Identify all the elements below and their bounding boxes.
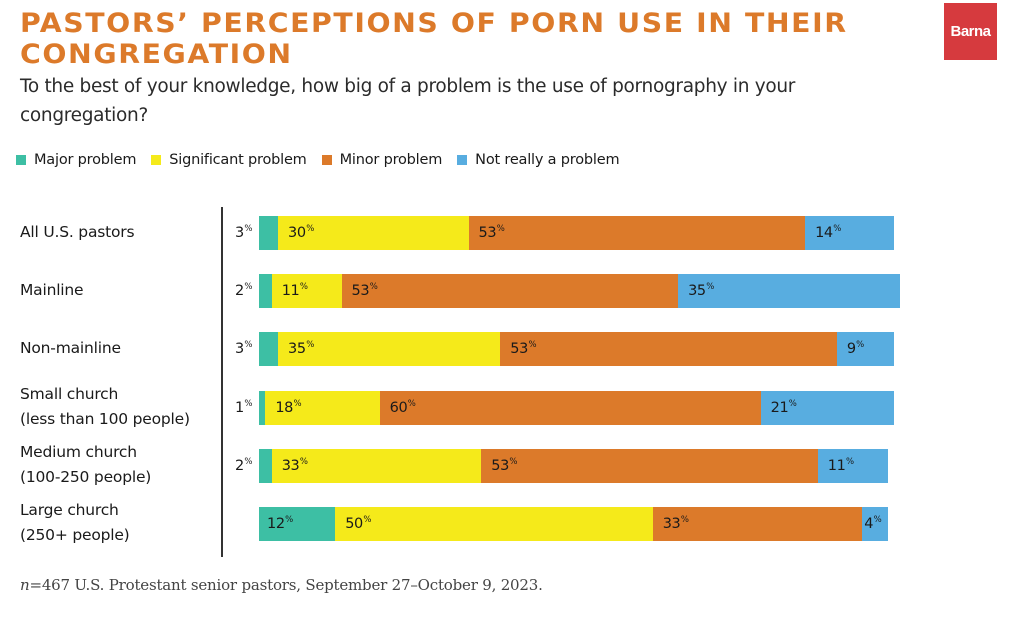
value-label: 14% — [815, 224, 841, 241]
legend-item: Not really a problem — [457, 152, 620, 168]
barna-logo: Barna — [944, 3, 997, 60]
bar-segment — [259, 332, 279, 367]
category-label-line: Large church — [20, 501, 119, 519]
value-label: 11% — [827, 456, 854, 474]
category-label: Medium church (100-250 people) — [20, 440, 151, 490]
legend-swatch — [16, 155, 26, 165]
bar-segment — [341, 274, 679, 309]
legend-label: Significant problem — [169, 152, 307, 168]
chart-title: PASTORS’ PERCEPTIONS OF PORN USE IN THEI… — [20, 8, 848, 70]
bar-segment — [278, 216, 469, 250]
value-label: 33% — [281, 456, 308, 474]
legend-label: Not really a problem — [475, 152, 620, 168]
bar-segment — [379, 390, 761, 425]
legend-swatch — [457, 155, 468, 165]
bar-segment — [678, 274, 901, 309]
value-label: 1% — [235, 398, 253, 416]
value-label: 53% — [478, 224, 505, 241]
legend-item: Major problem — [16, 152, 136, 168]
value-label: 21% — [770, 398, 797, 416]
sample-note-text: =467 U.S. Protestant senior pastors, Sep… — [29, 576, 543, 594]
bar-segment — [817, 448, 888, 483]
legend-swatch — [151, 155, 162, 165]
bar-segment — [259, 507, 336, 541]
value-label: 11% — [281, 282, 308, 300]
legend-label: Minor problem — [339, 152, 443, 168]
bar-segment — [481, 448, 818, 483]
value-label: 4% — [864, 515, 882, 532]
value-label: 30% — [288, 224, 314, 241]
bar-segment — [271, 274, 342, 309]
category-label-line: (100-250 people) — [20, 467, 152, 486]
category-label: Non-mainline — [20, 336, 121, 361]
category-label-line: All U.S. pastors — [20, 222, 135, 241]
value-label: 53% — [491, 456, 518, 474]
bar-segment — [259, 390, 266, 425]
value-label: 50% — [345, 515, 372, 532]
bar-segment — [278, 332, 501, 367]
bar-segment — [259, 274, 272, 309]
category-label-line: Non-mainline — [20, 338, 121, 357]
bar-segment — [652, 507, 863, 541]
value-label: 18% — [275, 398, 302, 416]
bar-segment — [836, 332, 894, 367]
legend-item: Significant problem — [151, 152, 307, 168]
value-label: 35% — [688, 282, 714, 300]
value-label: 33% — [662, 515, 689, 532]
category-label-line: (less than 100 people) — [20, 409, 190, 428]
category-label-line: (250+ people) — [20, 526, 130, 544]
chart-subtitle: To the best of your knowledge, how big o… — [20, 76, 796, 126]
value-label: 3% — [235, 224, 253, 241]
bar-segment — [500, 332, 837, 367]
value-label: 2% — [235, 282, 253, 300]
category-label: Mainline — [20, 278, 84, 303]
value-label: 60% — [389, 398, 416, 416]
category-label: Large church (250+ people) — [20, 498, 130, 548]
sample-note: n=467 U.S. Protestant senior pastors, Se… — [20, 576, 543, 594]
value-label: 9% — [846, 340, 864, 358]
legend-label: Major problem — [34, 152, 137, 168]
bar-segment — [335, 507, 653, 541]
bar-segment — [271, 448, 482, 483]
legend-swatch — [321, 155, 332, 165]
value-label: 53% — [351, 282, 378, 300]
bar-segment — [760, 390, 894, 425]
bar-segment — [805, 216, 894, 250]
bar-segment — [259, 216, 279, 250]
legend: Major problem Significant problem Minor pr… — [16, 152, 634, 168]
sample-note-n: n — [20, 576, 30, 594]
category-label-line: Small church — [20, 384, 119, 403]
category-label-line: Medium church — [20, 442, 137, 461]
value-label: 35% — [288, 340, 314, 358]
value-label: 53% — [510, 340, 537, 358]
category-label-line: Mainline — [20, 280, 84, 299]
axis-line — [221, 207, 223, 557]
category-label: Small church (less than 100 people) — [20, 382, 190, 432]
value-label: 3% — [235, 340, 253, 358]
value-label: 12% — [267, 515, 293, 532]
bar-segment — [862, 507, 888, 541]
category-label: All U.S. pastors — [20, 220, 135, 245]
value-label: 2% — [235, 456, 253, 474]
legend-item: Minor problem — [321, 152, 443, 168]
bar-segment — [265, 390, 380, 425]
bar-segment — [259, 448, 272, 483]
bar-segment — [468, 216, 806, 250]
